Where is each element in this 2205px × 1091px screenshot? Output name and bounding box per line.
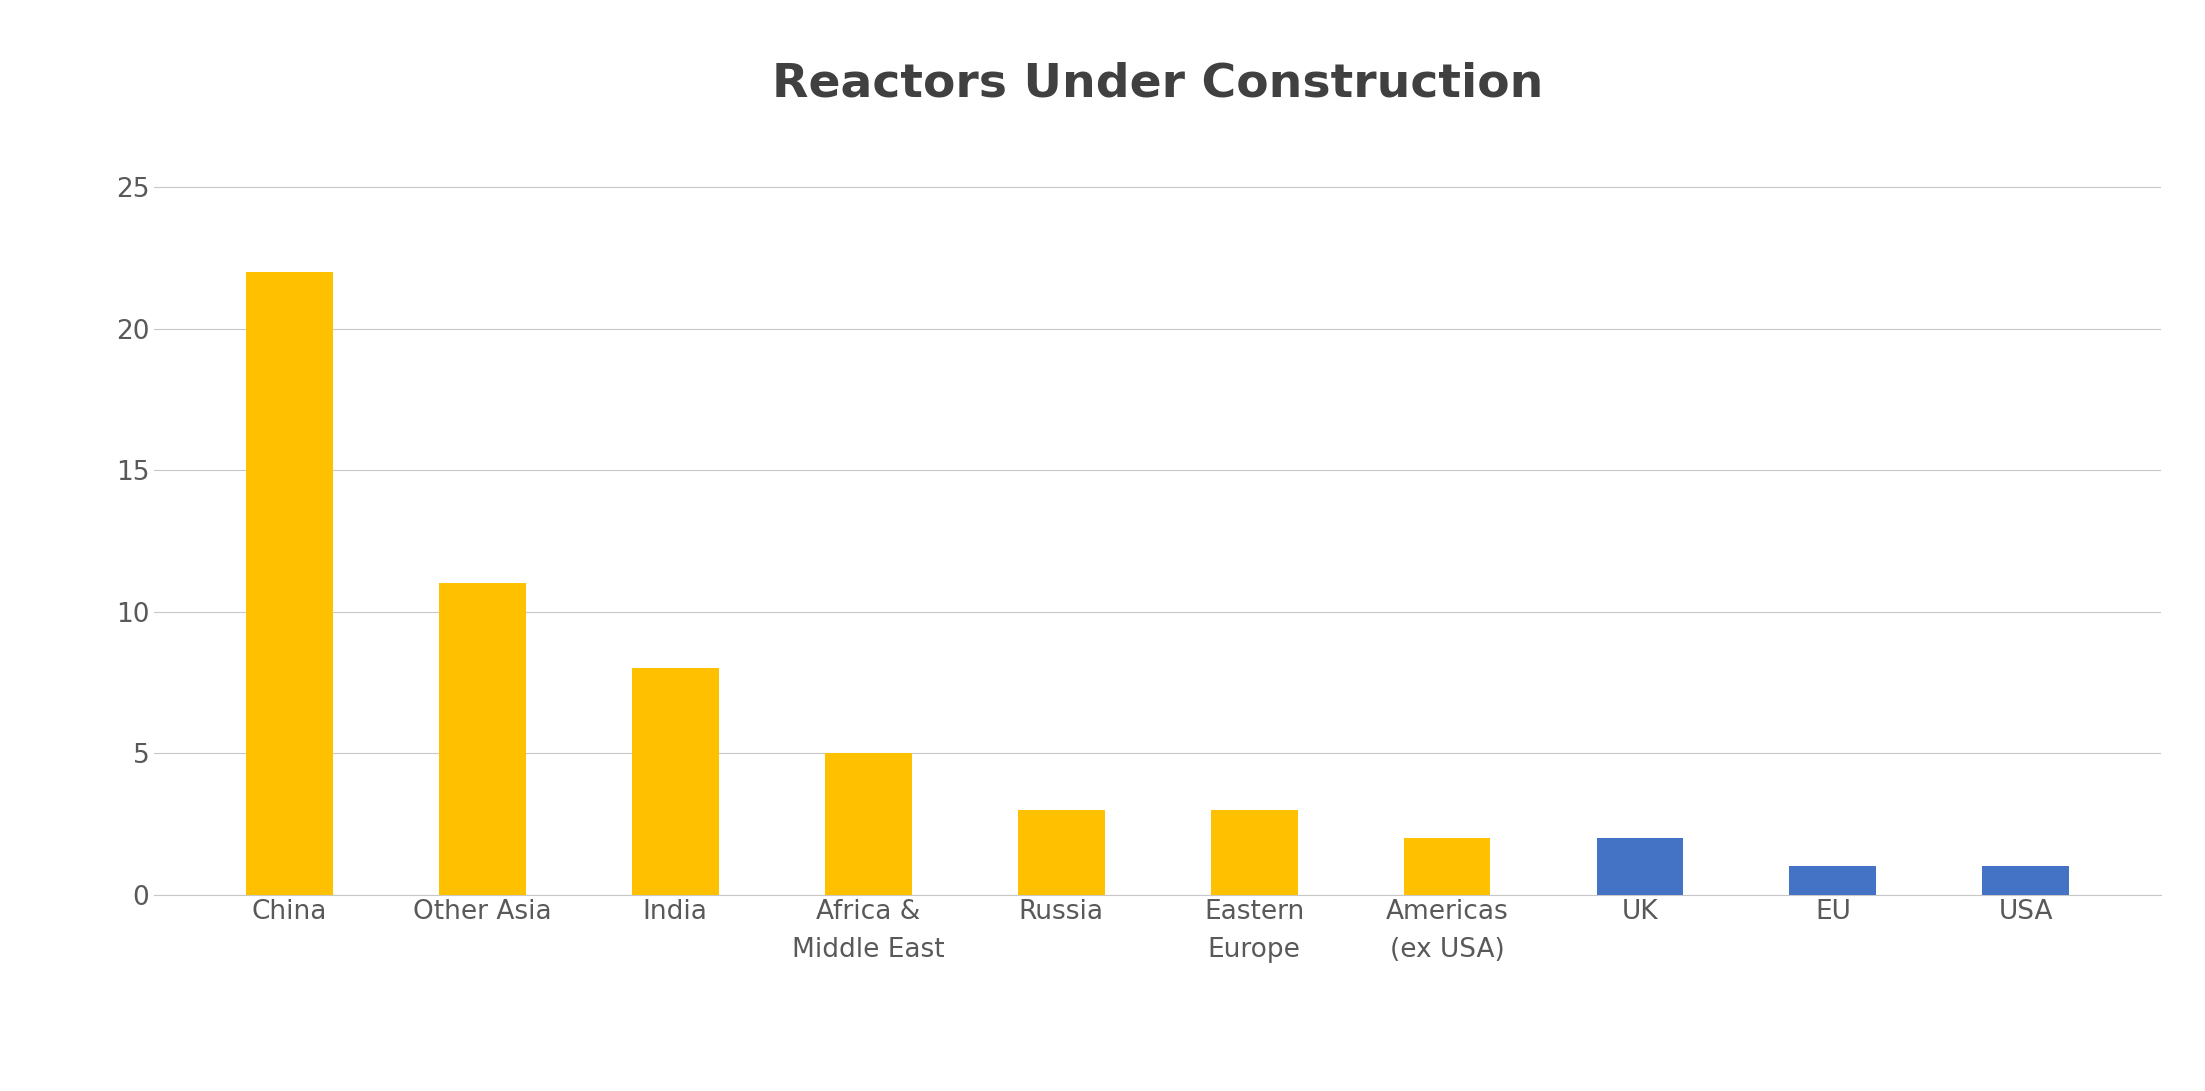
Bar bbox=[1405, 838, 1491, 895]
Bar bbox=[247, 273, 333, 895]
Bar bbox=[1982, 866, 2068, 895]
Bar bbox=[633, 669, 719, 895]
Bar bbox=[1790, 866, 1876, 895]
Bar bbox=[1211, 810, 1297, 895]
Bar bbox=[439, 584, 525, 895]
Bar bbox=[825, 753, 911, 895]
Title: Reactors Under Construction: Reactors Under Construction bbox=[772, 61, 1544, 106]
Bar bbox=[1019, 810, 1105, 895]
Bar bbox=[1596, 838, 1682, 895]
